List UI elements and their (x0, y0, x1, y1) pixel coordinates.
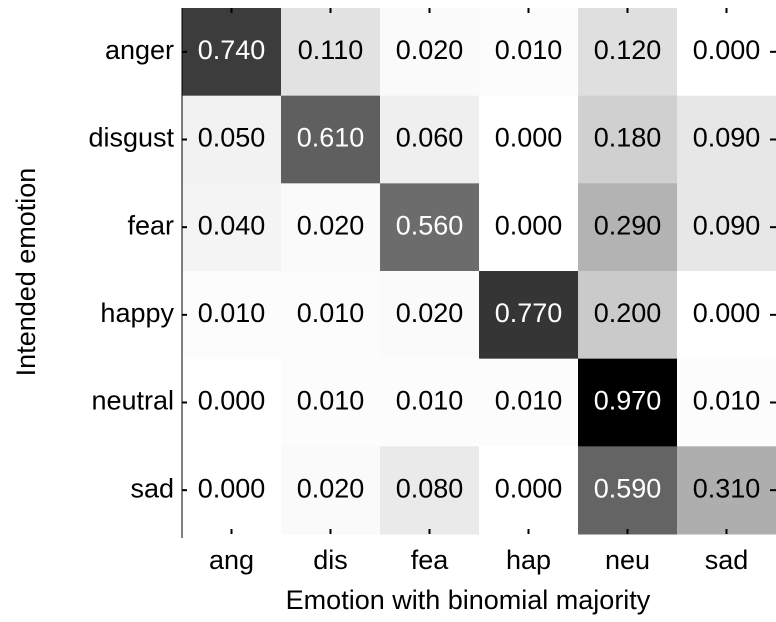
heatmap-cell (380, 95, 480, 184)
x-tick-label: neu (605, 545, 650, 575)
cell-label: 0.000 (198, 473, 266, 503)
cell-label: 0.060 (396, 123, 464, 153)
heatmap-cell (281, 446, 381, 535)
cell-label: 0.010 (396, 386, 464, 416)
heatmap-cell (182, 95, 282, 184)
x-tick-label: ang (209, 545, 254, 575)
cell-label: 0.020 (297, 210, 365, 240)
cell-label: 0.970 (594, 386, 662, 416)
cell-label: 0.020 (396, 35, 464, 65)
heatmap-cell (182, 8, 282, 97)
x-tick-label: fea (411, 545, 450, 575)
cell-label: 0.090 (693, 123, 761, 153)
heatmap-cell (182, 271, 282, 360)
heatmap-cell (578, 8, 678, 97)
heatmap-cell (677, 271, 776, 360)
heatmap-cell (578, 271, 678, 360)
y-axis-label: Intended emotion (11, 168, 41, 377)
cell-label: 0.010 (495, 386, 563, 416)
heatmap-cell (479, 95, 579, 184)
cell-label: 0.740 (198, 35, 266, 65)
cell-label: 0.000 (693, 298, 761, 328)
cell-label: 0.180 (594, 123, 662, 153)
heatmap-cell (677, 8, 776, 97)
heatmap-cell (578, 95, 678, 184)
cell-label: 0.000 (198, 386, 266, 416)
cell-label: 0.090 (693, 210, 761, 240)
heatmap-cell (281, 95, 381, 184)
heatmap-cell (380, 183, 480, 272)
heatmap-cell (182, 183, 282, 272)
cell-label: 0.000 (495, 210, 563, 240)
heatmap-cell (182, 358, 282, 447)
cell-label: 0.310 (693, 473, 761, 503)
heatmap-cell (281, 358, 381, 447)
cell-label: 0.040 (198, 210, 266, 240)
heatmap-cell (479, 358, 579, 447)
cell-label: 0.110 (298, 35, 364, 65)
cell-label: 0.080 (396, 473, 464, 503)
heatmap-cell (578, 446, 678, 535)
cell-label: 0.020 (297, 473, 365, 503)
y-tick-label: disgust (88, 123, 174, 153)
heatmap-cell (479, 446, 579, 535)
heatmap-cell (380, 8, 480, 97)
y-tick-label: anger (105, 35, 174, 65)
cell-label: 0.120 (594, 35, 662, 65)
heatmap-cell (578, 358, 678, 447)
heatmap-cell (281, 183, 381, 272)
heatmap-cell (677, 95, 776, 184)
cell-label: 0.020 (396, 298, 464, 328)
cell-label: 0.200 (594, 298, 662, 328)
y-tick-label: fear (127, 210, 174, 240)
y-tick-label: neutral (91, 386, 174, 416)
cell-label: 0.000 (693, 35, 761, 65)
heatmap-cell (479, 271, 579, 360)
cell-label: 0.000 (495, 473, 563, 503)
heatmap-cell (380, 271, 480, 360)
cell-label: 0.010 (297, 298, 365, 328)
heatmap-cell (578, 183, 678, 272)
heatmap-cell (281, 8, 381, 97)
cell-label: 0.560 (396, 210, 464, 240)
cell-label: 0.010 (495, 35, 563, 65)
heatmap-cell (380, 446, 480, 535)
heatmap-cell (479, 183, 579, 272)
x-axis-label: Emotion with binomial majority (286, 585, 651, 615)
cell-label: 0.590 (594, 473, 662, 503)
heatmap-cell (677, 358, 776, 447)
heatmap-cell (380, 358, 480, 447)
x-tick-label: hap (506, 545, 551, 575)
heatmap-cell (677, 183, 776, 272)
x-tick-label: dis (313, 545, 348, 575)
cell-label: 0.010 (198, 298, 266, 328)
cell-label: 0.010 (693, 386, 761, 416)
cell-label: 0.290 (594, 210, 662, 240)
cell-label: 0.610 (297, 123, 365, 153)
heatmap-cell (677, 446, 776, 535)
heatmap-cell (479, 8, 579, 97)
cell-label: 0.010 (297, 386, 365, 416)
y-tick-label: happy (100, 298, 174, 328)
x-tick-label: sad (705, 545, 749, 575)
cell-label: 0.770 (495, 298, 563, 328)
heatmap-cell (281, 271, 381, 360)
y-tick-label: sad (130, 473, 174, 503)
heatmap-cell (182, 446, 282, 535)
cell-label: 0.000 (495, 123, 563, 153)
cell-label: 0.050 (198, 123, 266, 153)
